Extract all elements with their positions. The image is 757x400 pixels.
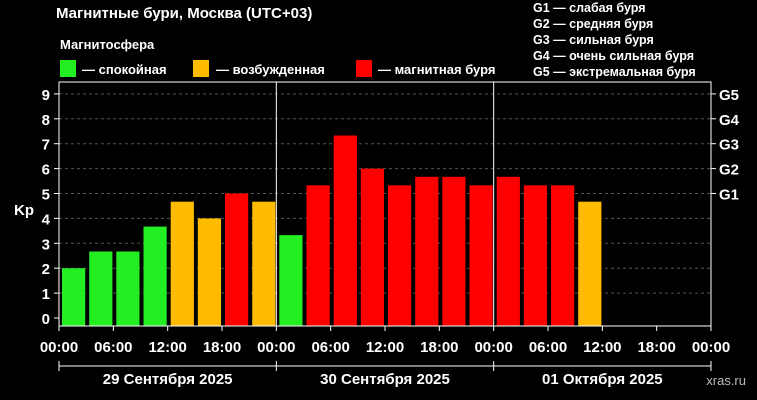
legend-swatch-quiet <box>60 60 76 77</box>
chart-title: Магнитные бури, Москва (UTC+03) <box>56 5 312 22</box>
g-axis-ticks: G1 G2 G3 G4 G5 <box>711 87 740 204</box>
x-tick-label: 12:00 <box>583 339 621 356</box>
kp-bar <box>62 268 86 326</box>
storm-level-g3: G3 — сильная буря <box>533 33 654 47</box>
storm-level-g5: G5 — экстремальная буря <box>533 65 696 79</box>
x-tick-label: 18:00 <box>637 339 675 356</box>
legend-heading: Магнитосфера <box>60 37 155 52</box>
kp-bar <box>170 201 194 326</box>
y-axis-ticks: 0 1 2 3 4 5 6 7 8 9 <box>42 87 59 328</box>
x-tick-label: 00:00 <box>257 339 295 356</box>
kp-bar <box>442 176 466 326</box>
x-tick-label: 06:00 <box>311 339 349 356</box>
x-tick-label: 18:00 <box>420 339 458 356</box>
day-label: 01 Октября 2025 <box>542 371 663 388</box>
grid-lines <box>59 93 711 294</box>
kp-bar <box>143 226 167 326</box>
kp-bar <box>306 185 330 326</box>
day-labels: 29 Сентября 2025 30 Сентября 2025 01 Октяб… <box>58 361 712 388</box>
kp-bar <box>578 201 602 326</box>
kp-bar <box>89 251 113 326</box>
kp-bar <box>523 185 547 326</box>
legend-label-storm: — магнитная буря <box>378 62 495 77</box>
storm-level-g4: G4 — очень сильная буря <box>533 49 694 63</box>
legend-swatch-active <box>193 60 209 77</box>
legend-label-active: — возбужденная <box>216 62 325 77</box>
x-tick-label: 00:00 <box>692 339 730 356</box>
kp-bar <box>388 185 412 326</box>
kp-bar <box>360 168 384 326</box>
bars <box>62 135 602 326</box>
y-tick-label: 7 <box>42 137 50 154</box>
kp-bar <box>469 185 493 326</box>
storm-level-g1: G1 — слабая буря <box>533 1 646 15</box>
kp-bar <box>333 135 357 326</box>
x-tick-label: 00:00 <box>40 339 78 356</box>
y-tick-label: 2 <box>42 261 50 278</box>
g-tick-label: G2 <box>719 162 739 179</box>
y-tick-label: 4 <box>42 211 51 228</box>
y-tick-label: 1 <box>42 286 50 303</box>
kp-bar <box>551 185 575 326</box>
g-tick-label: G1 <box>719 187 739 204</box>
kp-bar <box>415 176 439 326</box>
x-tick-label: 12:00 <box>366 339 404 356</box>
kp-bar <box>252 201 276 326</box>
kp-bar <box>116 251 140 326</box>
y-tick-label: 5 <box>42 187 50 204</box>
g-tick-label: G5 <box>719 87 739 104</box>
x-tick-label: 06:00 <box>529 339 567 356</box>
y-tick-label: 9 <box>42 87 50 104</box>
g-tick-label: G4 <box>719 112 740 129</box>
x-tick-label: 12:00 <box>148 339 186 356</box>
y-tick-label: 6 <box>42 162 50 179</box>
legend-swatch-storm <box>356 60 372 77</box>
watermark: xras.ru <box>706 373 746 388</box>
y-tick-label: 3 <box>42 236 50 253</box>
x-tick-label: 18:00 <box>203 339 241 356</box>
storm-level-g2: G2 — средняя буря <box>533 17 653 31</box>
x-axis-ticks: 00:00 06:00 12:00 18:00 00:00 06:00 12:00 18:00… <box>40 326 730 356</box>
day-label: 30 Сентября 2025 <box>320 371 450 388</box>
g-tick-label: G3 <box>719 137 739 154</box>
day-label: 29 Сентября 2025 <box>103 371 233 388</box>
kp-bar <box>225 193 249 326</box>
y-tick-label: 8 <box>42 112 50 129</box>
legend-label-quiet: — спокойная <box>82 62 167 77</box>
x-tick-label: 00:00 <box>474 339 512 356</box>
y-axis-label: Kp <box>14 202 34 219</box>
y-tick-label: 0 <box>42 311 50 328</box>
kp-bar <box>279 235 303 326</box>
x-tick-label: 06:00 <box>94 339 132 356</box>
kp-bar <box>496 176 520 326</box>
kp-bar <box>197 218 221 326</box>
